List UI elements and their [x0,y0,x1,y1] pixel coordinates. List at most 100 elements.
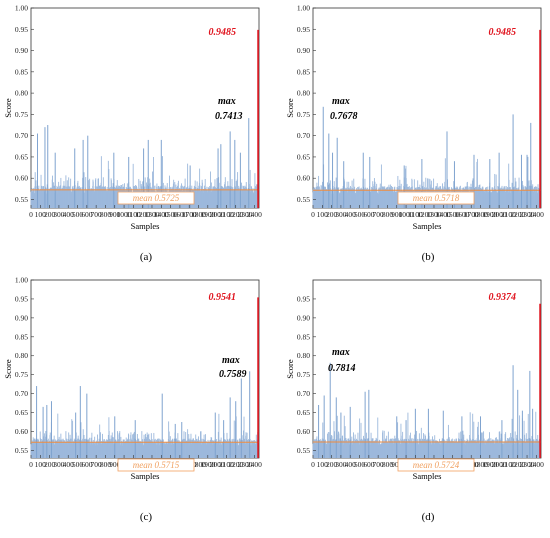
x-tick-label: 100 [35,210,47,219]
panel-label: (c) [140,511,153,523]
y-tick-label: 0.55 [15,195,28,204]
mean-annotation-box [117,191,195,205]
x-tick-label: 2400 [247,210,262,219]
x-tick-label: 500 [354,460,366,469]
mean-annotation: mean 0.5715 [133,460,180,470]
score-bars [312,362,541,458]
panel-label: (d) [422,511,435,523]
x-tick-label: 800 [382,210,394,219]
x-tick-label: 2400 [529,460,544,469]
x-tick-label: 1900 [200,460,215,469]
x-tick-label: 700 [373,210,385,219]
x-tick-label: 600 [363,460,375,469]
peak-annotation: 0.9541 [209,292,237,303]
y-tick-label: 0.85 [15,67,28,76]
x-tick-label: 2300 [520,210,535,219]
x-axis-title: Samples [413,221,442,231]
peak-annotation: 0.9374 [489,292,517,303]
mean-annotation: mean 0.5724 [413,460,460,470]
max-annotation-value: 0.7814 [328,363,356,374]
x-tick-label: 2100 [501,210,516,219]
x-tick-label: 400 [63,460,75,469]
x-tick-label: 1200 [417,210,432,219]
y-axis-title: Score [285,98,295,118]
y-axis-title: Score [285,359,295,379]
x-tick-label: 1200 [135,210,150,219]
y-tick-label: 0.60 [297,427,310,436]
x-tick-label: 1100 [126,210,141,219]
plot-frame [312,279,542,459]
x-tick-label: 1900 [200,210,215,219]
x-tick-label: 1100 [408,210,423,219]
x-tick-label: 1300 [426,210,441,219]
x-tick-label: 900 [391,460,403,469]
x-tick-label: 500 [354,210,366,219]
x-tick-label: 1800 [473,210,488,219]
x-tick-label: 1600 [172,210,187,219]
x-tick-label: 1800 [473,460,488,469]
max-annotation-value: 0.7413 [215,111,243,122]
y-tick-label: 0.60 [15,174,28,183]
x-tick-label: 1500 [445,210,460,219]
x-tick-label: 2200 [228,210,243,219]
x-tick-label: 500 [72,460,84,469]
y-tick-label: 0.80 [15,351,28,360]
y-tick-label: 0.85 [297,332,310,341]
y-tick-label: 0.75 [15,370,28,379]
x-tick-label: 1900 [482,460,497,469]
y-tick-label: 0.70 [15,131,28,140]
y-tick-label: 0.75 [297,370,310,379]
x-tick-label: 200 [326,460,338,469]
plot-frame [312,7,542,209]
y-tick-label: 0.85 [297,67,310,76]
x-tick-label: 100 [317,210,329,219]
y-tick-label: 0.80 [15,89,28,98]
x-tick-label: 0 [29,460,33,469]
y-tick-label: 1.00 [297,4,310,13]
x-tick-label: 2200 [228,460,243,469]
chart-panel-d: 0.55 0.60 0.65 0.70 0.75 0.80 0.85 0.90 0.95 0 100… [285,279,544,523]
x-tick-label: 2300 [520,460,535,469]
y-tick-label: 0.90 [297,313,310,322]
x-tick-label: 2000 [492,210,507,219]
mean-annotation-box [397,191,475,205]
x-axis-title: Samples [131,221,160,231]
x-tick-label: 200 [326,210,338,219]
x-tick-label: 1400 [154,210,169,219]
y-tick-label: 0.90 [15,313,28,322]
y-tick-label: 0.65 [297,408,310,417]
x-tick-label: 2000 [492,460,507,469]
x-tick-label: 200 [44,210,56,219]
x-tick-label: 600 [81,210,93,219]
x-tick-label: 600 [81,460,93,469]
max-annotation-label: max [332,347,350,358]
x-tick-label: 1000 [117,210,132,219]
y-tick-label: 0.60 [297,174,310,183]
x-tick-label: 700 [373,460,385,469]
x-tick-label: 800 [100,210,112,219]
peak-annotation: 0.9485 [209,27,237,38]
max-annotation-value: 0.7678 [330,111,358,122]
x-tick-label: 2300 [238,210,253,219]
x-tick-label: 700 [91,210,103,219]
mean-annotation: mean 0.5725 [133,193,180,203]
x-tick-label: 700 [91,460,103,469]
x-tick-label: 2400 [247,460,262,469]
y-axis-title: Score [3,98,13,118]
y-tick-label: 0.60 [15,427,28,436]
x-tick-label: 2400 [529,210,544,219]
y-tick-label: 0.55 [297,446,310,455]
y-tick-label: 1.00 [15,276,28,285]
x-tick-label: 0 [311,210,315,219]
y-tick-label: 0.95 [297,25,310,34]
x-tick-label: 2300 [238,460,253,469]
y-tick-label: 0.95 [297,294,310,303]
y-tick-label: 0.65 [15,408,28,417]
y-tick-label: 0.70 [297,131,310,140]
y-tick-label: 1.00 [15,4,28,13]
x-tick-label: 1700 [182,210,197,219]
x-tick-label: 400 [345,460,357,469]
peak-annotation: 0.9485 [489,27,517,38]
x-axis-title: Samples [413,471,442,481]
x-tick-label: 1600 [454,210,469,219]
